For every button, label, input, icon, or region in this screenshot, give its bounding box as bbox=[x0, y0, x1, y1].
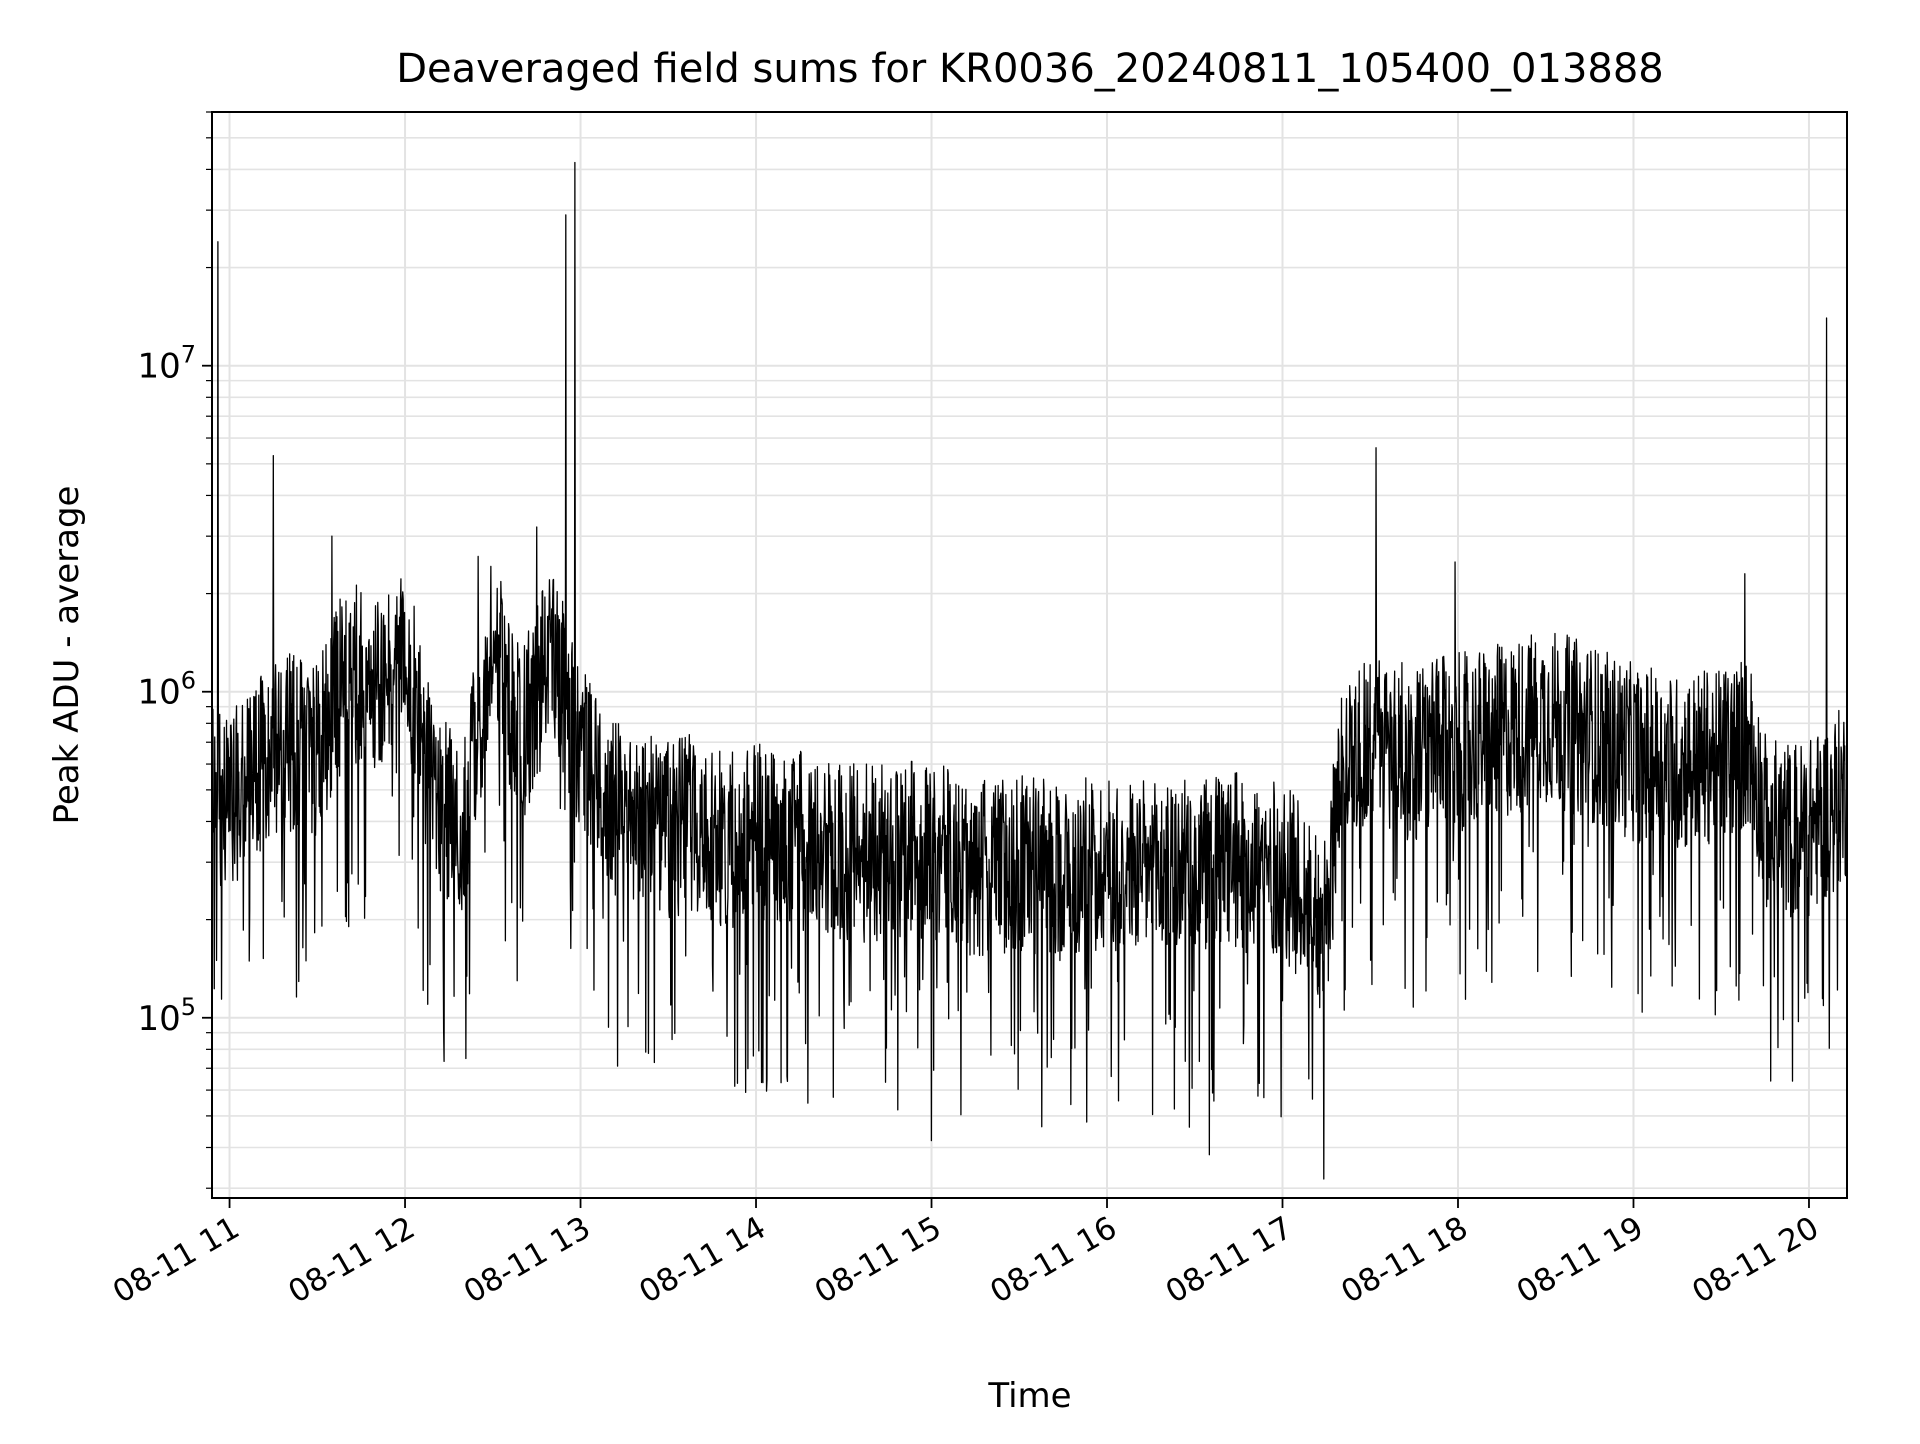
chart-title: Deaveraged field sums for KR0036_2024081… bbox=[396, 46, 1664, 92]
y-tick-label: 107 bbox=[137, 341, 196, 387]
y-axis-label: Peak ADU - average bbox=[47, 486, 87, 825]
y-tick-label-base: 10 bbox=[137, 999, 180, 1039]
y-tick-label-exponent: 5 bbox=[181, 993, 196, 1021]
x-axis-label: Time bbox=[987, 1376, 1071, 1416]
plot-frame bbox=[211, 111, 1848, 1199]
y-tick-label: 106 bbox=[137, 667, 196, 713]
y-tick-label-base: 10 bbox=[137, 347, 180, 387]
series-line bbox=[211, 161, 1848, 1180]
y-tick-label: 105 bbox=[137, 993, 196, 1039]
y-tick-label-base: 10 bbox=[137, 673, 180, 713]
series-layer bbox=[211, 161, 1848, 1180]
y-tick-label-exponent: 6 bbox=[181, 667, 196, 695]
y-tick-label-exponent: 7 bbox=[181, 341, 196, 369]
